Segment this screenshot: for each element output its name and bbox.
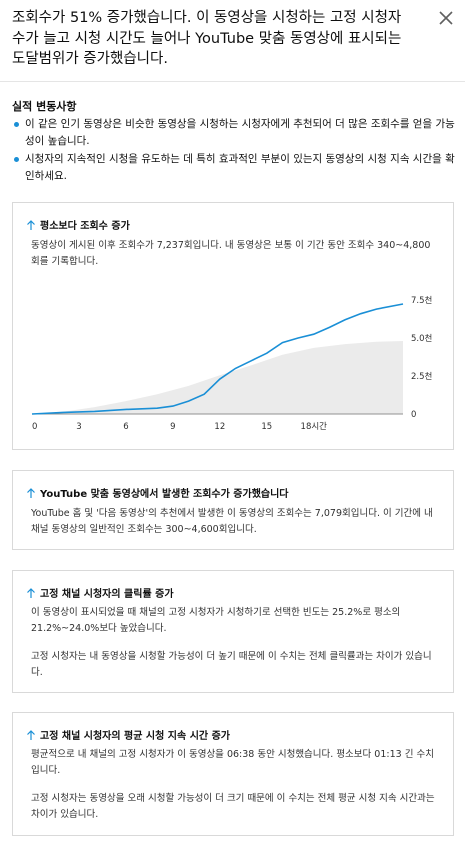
card-body: 고정 시청자는 동영상을 오래 시청할 가능성이 더 크기 때문에 이 수치는 … <box>31 793 435 820</box>
duration-card: 고정 채널 시청자의 평균 시청 지속 시간 증가 평균적으로 내 채널의 고정… <box>12 712 454 836</box>
x-tick-label: 6 <box>123 422 128 432</box>
typical-range-band <box>32 341 403 414</box>
x-axis-ticks: 0 3 6 9 12 15 18시간 <box>32 421 327 432</box>
recommended-card: YouTube 맞춤 동영상에서 발생한 조회수가 증가했습니다 YouTube… <box>12 470 454 550</box>
card-title: 평소보다 조회수 증가 <box>40 221 130 232</box>
y-tick-label: 5.0천 <box>411 333 432 344</box>
card-body: YouTube 홈 및 '다음 동영상'의 추천에서 발생한 이 동영상의 조회… <box>31 508 433 535</box>
performance-title: 실적 변동사항 <box>12 100 77 113</box>
card-title: 고정 채널 시청자의 클릭률 증가 <box>40 589 174 600</box>
arrow-up-icon <box>27 729 35 740</box>
x-tick-label: 15 <box>261 422 272 432</box>
card-title: YouTube 맞춤 동영상에서 발생한 조회수가 증가했습니다 <box>40 489 289 500</box>
views-series-line <box>31 303 404 415</box>
card-body: 고정 시청자는 내 동영상을 시청할 가능성이 더 높기 때문에 이 수치는 전… <box>31 651 432 678</box>
headline: 조회수가 51% 증가했습니다. 이 동영상을 시청하는 고정 시청자 수가 늘… <box>12 10 402 67</box>
y-tick-label: 0 <box>411 410 416 420</box>
card-body: 평균적으로 내 채널의 고정 시청자가 이 동영상을 06:38 동안 시청했습… <box>31 749 434 776</box>
x-tick-label: 18시간 <box>301 421 328 432</box>
x-tick-label: 0 <box>32 422 37 432</box>
bullet-item: 이 같은 인기 동영상은 비슷한 동영상을 시청하는 시청자에게 추천되어 더 … <box>12 116 457 149</box>
close-icon <box>439 11 453 25</box>
views-card: 평소보다 조회수 증가 동영상이 게시된 이후 조회수가 7,237회입니다. … <box>12 202 454 450</box>
bullet-item: 시청자의 지속적인 시청을 유도하는 데 특히 효과적인 부분이 있는지 동영상… <box>12 151 457 184</box>
y-tick-label: 7.5천 <box>411 295 432 306</box>
x-tick-label: 12 <box>214 422 225 432</box>
card-body: 동영상이 게시된 이후 조회수가 7,237회입니다. 내 동영상은 보통 이 … <box>31 240 431 267</box>
x-tick-label: 3 <box>76 422 81 432</box>
performance-bullets: 이 같은 인기 동영상은 비슷한 동영상을 시청하는 시청자에게 추천되어 더 … <box>12 116 457 186</box>
arrow-up-icon <box>27 219 35 230</box>
ctr-card: 고정 채널 시청자의 클릭률 증가 이 동영상이 표시되었을 때 채널의 고정 … <box>12 570 454 693</box>
card-body: 이 동영상이 표시되었을 때 채널의 고정 시청자가 시청하기로 선택한 빈도는… <box>31 607 401 634</box>
y-axis-ticks: 0 2.5천 5.0천 7.5천 <box>411 295 432 420</box>
arrow-up-icon <box>27 487 35 498</box>
views-chart: 0 3 6 9 12 15 18시간 0 2.5천 5.0천 7.5천 <box>31 295 432 432</box>
y-tick-label: 2.5천 <box>411 371 432 382</box>
close-button[interactable] <box>434 6 458 30</box>
card-title: 고정 채널 시청자의 평균 시청 지속 시간 증가 <box>40 731 230 742</box>
header: 조회수가 51% 증가했습니다. 이 동영상을 시청하는 고정 시청자 수가 늘… <box>0 0 465 82</box>
arrow-up-icon <box>27 587 35 598</box>
x-tick-label: 9 <box>170 422 175 432</box>
